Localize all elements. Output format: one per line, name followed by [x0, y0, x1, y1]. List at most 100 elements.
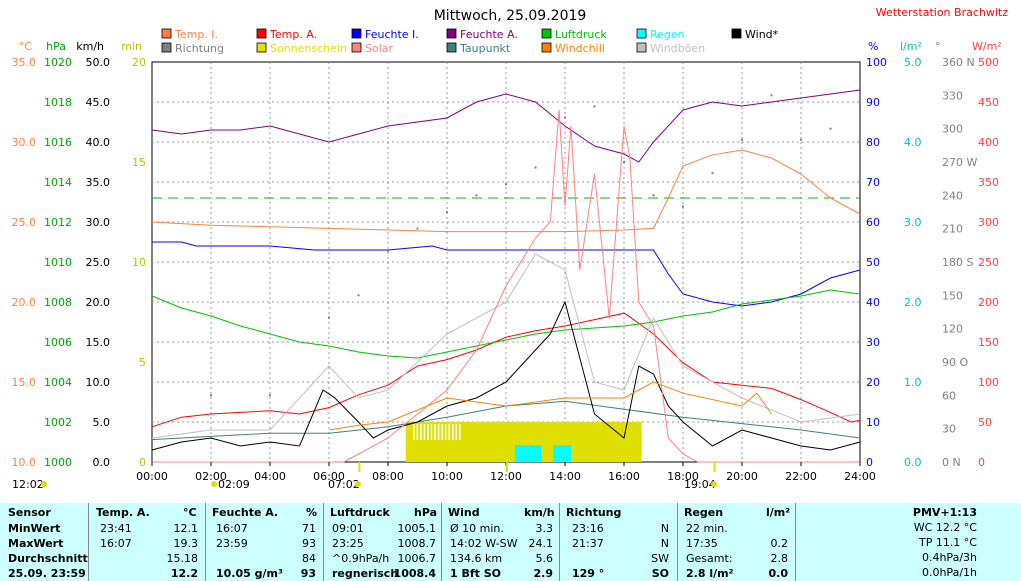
- column-separator: [88, 503, 89, 581]
- legend-swatch: [541, 28, 552, 39]
- tick-rain: 2.0: [904, 296, 922, 309]
- row-label: Durchschnitt: [8, 552, 88, 565]
- table-cell: 2.9: [533, 567, 554, 580]
- right-axes: % l/m² ° W/m²10090807060504030201005.04.03.…: [866, 40, 1002, 469]
- axis-unit-pressure: hPa: [46, 40, 66, 53]
- legend-swatch: [541, 42, 552, 53]
- table-cell: 16:07: [216, 522, 248, 535]
- tick-solar: 100: [978, 376, 999, 389]
- tick-temp: 15.0: [12, 376, 37, 389]
- legend-label: Feuchte A.: [460, 28, 518, 41]
- tick-wind: 25.0: [86, 256, 111, 269]
- direction-point: [269, 394, 271, 397]
- direction-point: [593, 105, 596, 108]
- sunshine-gap: [420, 424, 422, 440]
- table-cell: Gesamt:: [686, 552, 733, 565]
- table-cell: 2.8 l/m²: [686, 567, 734, 580]
- table-cell: 1005.1: [397, 522, 437, 535]
- legend: Temp. I. Temp. A. Feuchte I. Feuchte A. Luft…: [161, 28, 779, 55]
- tick-temp: 20.0: [12, 296, 37, 309]
- header-direction: Richtung: [566, 506, 622, 519]
- rain-bar: [523, 445, 542, 462]
- sunshine-gap: [430, 424, 433, 440]
- column-separator: [677, 503, 678, 581]
- chart-title: Mittwoch, 25.09.2019: [434, 8, 587, 24]
- tick-solar: 0: [978, 456, 985, 469]
- right-stat: 0.4hPa/3h: [921, 551, 977, 564]
- tick-percent: 100: [866, 56, 887, 69]
- table-cell: N: [660, 522, 669, 535]
- tick-solar: 350: [978, 176, 999, 189]
- series-luftdruck: [151, 289, 861, 359]
- tick-degree: 300: [942, 123, 963, 136]
- tick-minutes: 10: [132, 256, 146, 269]
- tick-percent: 90: [866, 96, 880, 109]
- tick-solar: 500: [978, 56, 999, 69]
- sunshine-gap: [444, 424, 447, 440]
- legend-swatch: [636, 28, 647, 39]
- tick-pressure: 1004: [44, 376, 72, 389]
- column-separator: [559, 503, 560, 581]
- legend-swatch: [256, 42, 267, 53]
- legend-label: Windchill: [555, 42, 605, 55]
- tick-pressure: 1000: [44, 456, 72, 469]
- direction-point: [741, 138, 743, 141]
- table-cell: 1008.4: [393, 567, 436, 580]
- tick-pressure: 1020: [44, 56, 72, 69]
- direction-point: [416, 227, 419, 230]
- tick-temp: 25.0: [12, 216, 37, 229]
- table-cell: 09:01: [332, 522, 364, 535]
- table-cell: ^0.9hPa/h: [332, 552, 390, 565]
- tick-minutes: 0: [139, 456, 146, 469]
- axis-unit-degree: °: [935, 40, 941, 53]
- legend-swatch: [446, 42, 457, 53]
- sunshine-gap: [413, 424, 415, 440]
- direction-point: [534, 166, 537, 169]
- axis-unit-rain: l/m²: [900, 40, 922, 53]
- tick-degree: 210: [942, 223, 963, 236]
- legend-swatch: [161, 42, 172, 53]
- sunshine-gap: [441, 424, 443, 440]
- series-windchill: [328, 381, 772, 431]
- table-cell: regnerisch: [332, 567, 399, 580]
- axis-unit-temp: °C: [19, 40, 33, 53]
- tick-time: 08:00: [372, 470, 404, 483]
- legend-swatch: [636, 42, 647, 53]
- tick-percent: 50: [866, 256, 880, 269]
- sun-mark-label: 12:02: [12, 478, 44, 491]
- legend-label: Feuchte I.: [365, 28, 419, 41]
- column-separator: [323, 503, 324, 581]
- sunshine-gap: [455, 424, 458, 440]
- tick-wind: 40.0: [86, 136, 111, 149]
- legend-label: Wind*: [745, 28, 779, 41]
- axis-unit-percent: %: [868, 40, 878, 53]
- sun-marks: 12:02 02:09 07:02 19:04: [12, 462, 717, 491]
- table-cell: 129 °: [572, 567, 605, 580]
- tick-percent: 20: [866, 376, 880, 389]
- legend-label: Solar: [365, 42, 394, 55]
- tick-percent: 70: [866, 176, 880, 189]
- tick-time: 20:00: [726, 470, 758, 483]
- table-cell: 71: [302, 522, 316, 535]
- tick-degree: 30: [942, 423, 956, 436]
- sun-mark-icon: [711, 481, 717, 487]
- direction-point: [446, 211, 448, 213]
- tick-time: 18:00: [667, 470, 699, 483]
- table-cell: 23:16: [572, 522, 604, 535]
- header-pressure: Luftdruck: [330, 506, 390, 519]
- sun-mark-label: 02:09: [218, 478, 250, 491]
- tick-minutes: 5: [139, 356, 146, 369]
- sunshine-gap: [448, 424, 450, 440]
- tick-time: 00:00: [136, 470, 168, 483]
- tick-time: 10:00: [431, 470, 463, 483]
- legend-label: Temp. I.: [174, 28, 218, 41]
- direction-point: [151, 388, 153, 391]
- direction-point: [210, 394, 212, 397]
- header-sensor: Sensor: [8, 506, 51, 519]
- tick-degree: 0 N: [942, 456, 961, 469]
- direction-point: [800, 138, 802, 141]
- axis-unit-solar: W/m²: [972, 40, 1002, 53]
- tick-pressure: 1006: [44, 336, 72, 349]
- tick-time: 14:00: [549, 470, 581, 483]
- legend-label: Temp. A.: [269, 28, 317, 41]
